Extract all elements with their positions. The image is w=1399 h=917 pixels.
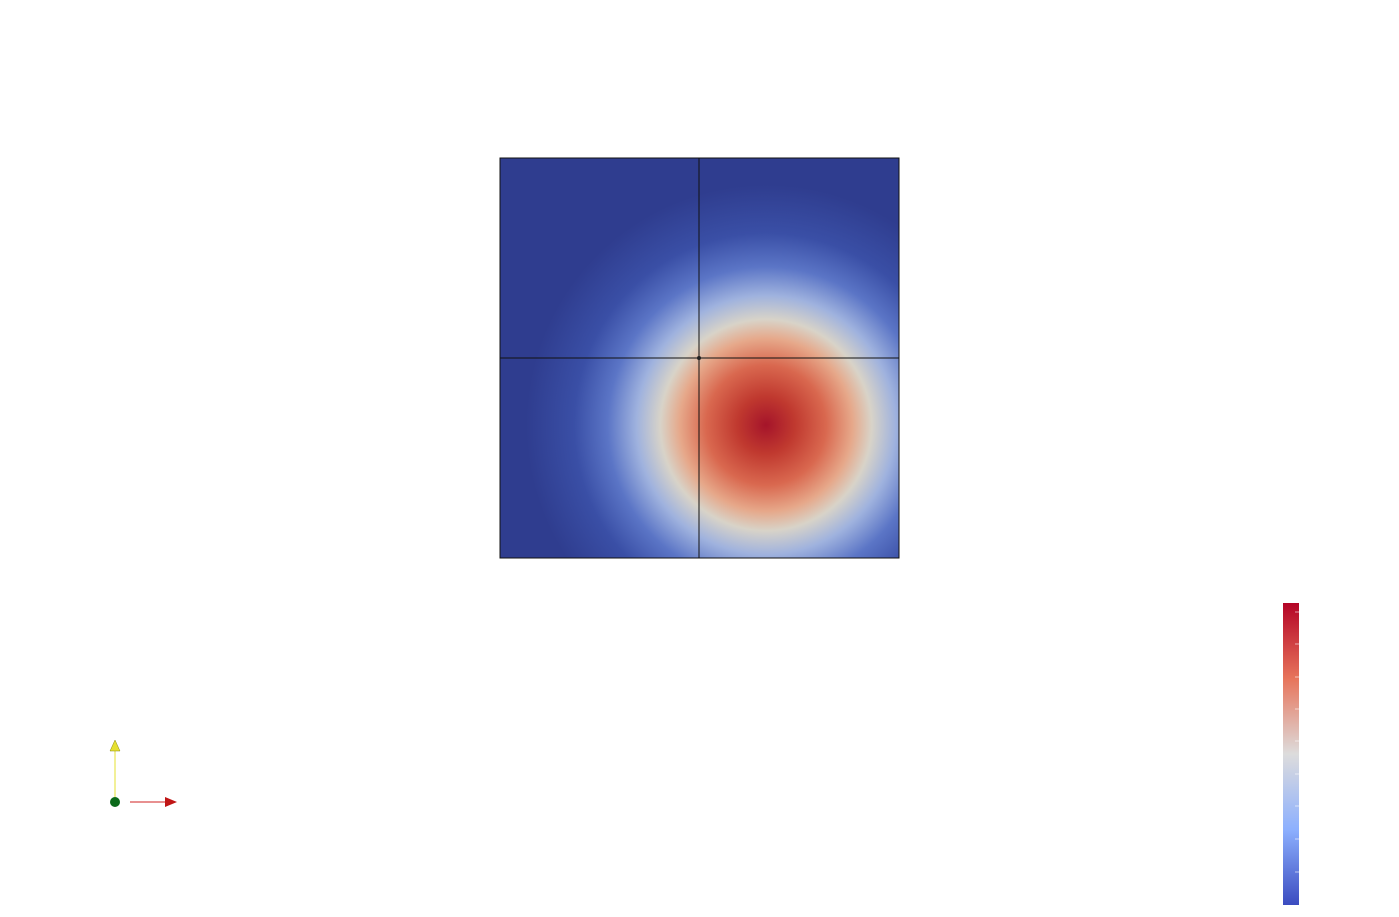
color-legend (1283, 603, 1299, 905)
x-axis-head (165, 797, 177, 807)
orientation-axes (109, 739, 177, 807)
mesh-node (697, 356, 701, 360)
color-bar-ticks (1295, 611, 1299, 873)
y-axis-head (109, 739, 121, 752)
z-axis-dot (110, 797, 120, 807)
color-bar (1283, 603, 1299, 905)
